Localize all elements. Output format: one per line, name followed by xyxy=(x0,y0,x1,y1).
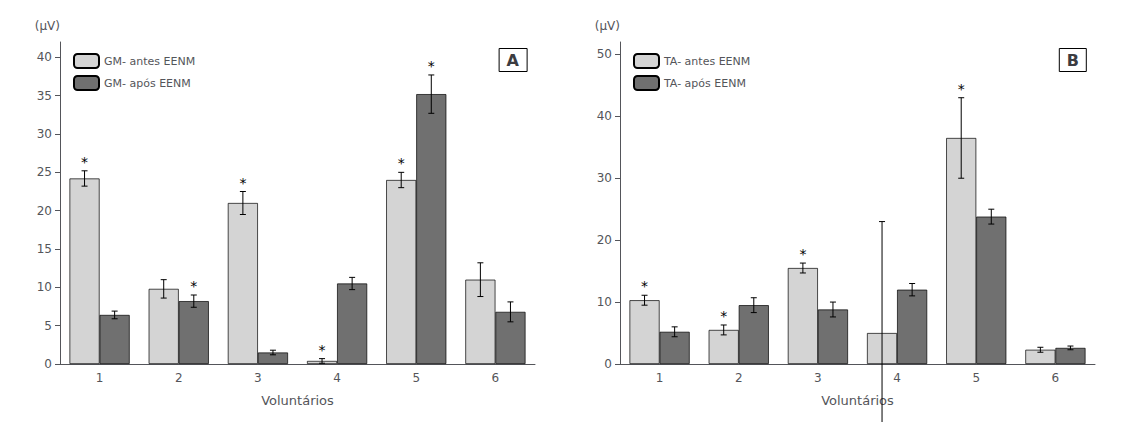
svg-text:6: 6 xyxy=(492,371,500,385)
svg-text:Voluntários: Voluntários xyxy=(821,393,894,408)
svg-text:4: 4 xyxy=(893,371,901,385)
svg-text:30: 30 xyxy=(597,171,612,185)
svg-text:50: 50 xyxy=(597,47,612,61)
svg-text:35: 35 xyxy=(37,89,52,103)
svg-text:*: * xyxy=(720,308,727,324)
svg-text:30: 30 xyxy=(37,127,52,141)
svg-text:B: B xyxy=(1067,51,1079,70)
svg-text:2: 2 xyxy=(735,371,743,385)
svg-text:A: A xyxy=(507,51,520,70)
svg-text:GM- após EENM: GM- após EENM xyxy=(104,77,191,90)
svg-text:15: 15 xyxy=(37,242,52,256)
svg-text:*: * xyxy=(319,342,326,358)
svg-text:4: 4 xyxy=(333,371,341,385)
svg-text:Voluntários: Voluntários xyxy=(261,393,334,408)
svg-text:*: * xyxy=(398,155,405,171)
svg-text:10: 10 xyxy=(37,280,52,294)
svg-text:TA- antes EENM: TA- antes EENM xyxy=(663,55,750,68)
svg-text:*: * xyxy=(799,246,806,262)
svg-text:25: 25 xyxy=(37,165,52,179)
svg-text:2: 2 xyxy=(175,371,183,385)
svg-text:5: 5 xyxy=(44,319,52,333)
svg-text:TA- após EENM: TA- após EENM xyxy=(663,77,746,90)
svg-text:20: 20 xyxy=(37,204,52,218)
svg-text:5: 5 xyxy=(972,371,980,385)
svg-text:10: 10 xyxy=(597,295,612,309)
svg-text:40: 40 xyxy=(37,50,52,64)
svg-text:1: 1 xyxy=(656,371,664,385)
svg-text:3: 3 xyxy=(814,371,822,385)
svg-text:*: * xyxy=(958,81,965,97)
svg-text:*: * xyxy=(428,58,435,74)
svg-text:5: 5 xyxy=(412,371,420,385)
svg-text:20: 20 xyxy=(597,233,612,247)
svg-text:40: 40 xyxy=(597,109,612,123)
svg-text:*: * xyxy=(190,278,197,294)
svg-text:GM- antes EENM: GM- antes EENM xyxy=(104,55,195,68)
svg-text:*: * xyxy=(641,278,648,294)
svg-text:6: 6 xyxy=(1052,371,1060,385)
svg-text:3: 3 xyxy=(254,371,262,385)
svg-text:0: 0 xyxy=(44,357,52,371)
svg-text:1: 1 xyxy=(96,371,104,385)
svg-text:*: * xyxy=(239,175,246,191)
svg-text:*: * xyxy=(81,154,88,170)
svg-text:(μV): (μV) xyxy=(35,19,60,33)
svg-text:0: 0 xyxy=(604,357,612,371)
svg-text:(μV): (μV) xyxy=(595,19,620,33)
